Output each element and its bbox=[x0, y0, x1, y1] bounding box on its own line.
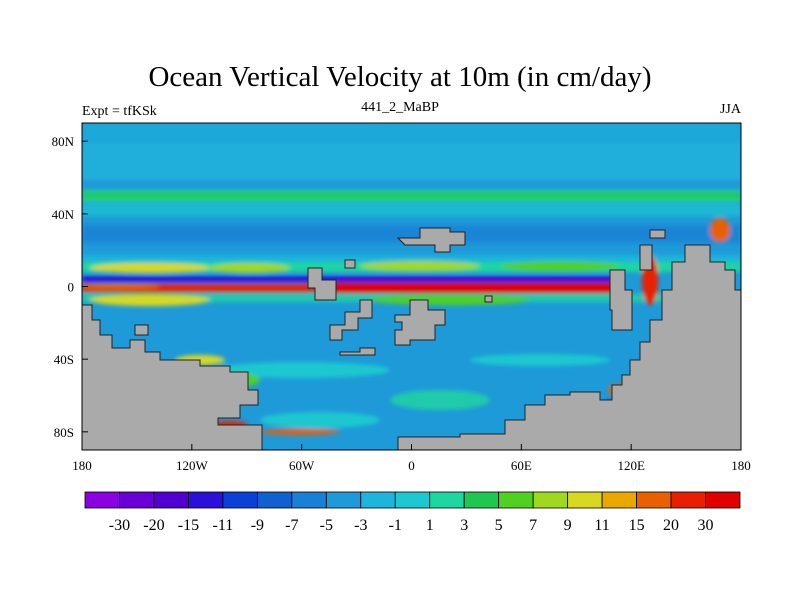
colorbar-label: -30 bbox=[109, 517, 130, 534]
colorbar-label: 5 bbox=[495, 517, 503, 534]
colorbar-swatch bbox=[498, 491, 534, 509]
colorbar-swatch bbox=[636, 491, 672, 509]
colorbar-swatch bbox=[394, 491, 431, 509]
colorbar-swatch bbox=[463, 491, 500, 509]
colorbar-swatch bbox=[567, 491, 603, 509]
colorbar-label: -20 bbox=[143, 517, 164, 534]
x-tick-label: 120E bbox=[617, 458, 645, 473]
x-tick-label: 120W bbox=[176, 458, 209, 473]
colorbar-label: -3 bbox=[354, 517, 367, 534]
colorbar-label: -5 bbox=[320, 517, 333, 534]
season-label: JJA bbox=[719, 102, 741, 117]
colorbar-label: 9 bbox=[564, 517, 572, 534]
colorbar-label: 15 bbox=[629, 517, 645, 534]
experiment-label: Expt = tfKSk bbox=[82, 104, 157, 119]
colorbar-swatch bbox=[429, 491, 465, 509]
colorbar-label: 3 bbox=[460, 517, 468, 534]
colorbar-swatch bbox=[153, 491, 189, 509]
colorbar-label: -11 bbox=[213, 517, 234, 534]
colorbar-swatch bbox=[256, 491, 293, 509]
colorbar-swatch bbox=[325, 491, 362, 509]
colorbar-label: -7 bbox=[285, 517, 298, 534]
colorbar-swatch bbox=[291, 491, 327, 509]
colorbar-swatch bbox=[360, 491, 396, 509]
axis-ticks: 180 120W 60W 0 60E 120E 180 80N 40N 0 40S 80S bbox=[52, 134, 751, 473]
colorbar-swatch bbox=[705, 491, 741, 509]
colorbar-label: 1 bbox=[426, 517, 434, 534]
x-tick-label: 180 bbox=[731, 458, 751, 473]
y-tick-label: 80S bbox=[54, 425, 74, 440]
colorbar-label: 11 bbox=[594, 517, 609, 534]
colorbar-label: 30 bbox=[698, 517, 714, 534]
chart-title: Ocean Vertical Velocity at 10m (in cm/da… bbox=[148, 61, 652, 93]
colorbar-label: -15 bbox=[178, 517, 199, 534]
colorbar-swatch bbox=[188, 491, 224, 509]
x-tick-label: 180 bbox=[72, 458, 92, 473]
subtitle-label: 441_2_MaBP bbox=[361, 100, 439, 115]
colorbar-swatch bbox=[670, 491, 706, 509]
colorbar-swatch bbox=[601, 491, 637, 509]
colorbar-label: -1 bbox=[389, 517, 402, 534]
colorbar: -30 -20 -15 -11 -9 -7 -5 -3 -1 1 3 5 7 9 11 15 20 30 bbox=[84, 491, 741, 534]
x-tick-label: 0 bbox=[408, 458, 415, 473]
colorbar-swatch bbox=[532, 491, 569, 509]
colorbar-swatch bbox=[119, 491, 155, 509]
x-tick-label: 60E bbox=[511, 458, 532, 473]
colorbar-label: 7 bbox=[529, 517, 537, 534]
y-tick-label: 40N bbox=[52, 207, 75, 222]
colorbar-swatch bbox=[84, 491, 120, 509]
colorbar-swatch bbox=[222, 491, 258, 509]
y-tick-label: 80N bbox=[52, 134, 75, 149]
y-tick-label: 0 bbox=[68, 280, 75, 295]
colorbar-label: 20 bbox=[663, 517, 679, 534]
land-masses bbox=[82, 227, 741, 450]
y-tick-label: 40S bbox=[54, 352, 74, 367]
map-area bbox=[82, 123, 741, 450]
x-tick-label: 60W bbox=[289, 458, 315, 473]
colorbar-label: -9 bbox=[251, 517, 264, 534]
velocity-field bbox=[82, 123, 741, 435]
